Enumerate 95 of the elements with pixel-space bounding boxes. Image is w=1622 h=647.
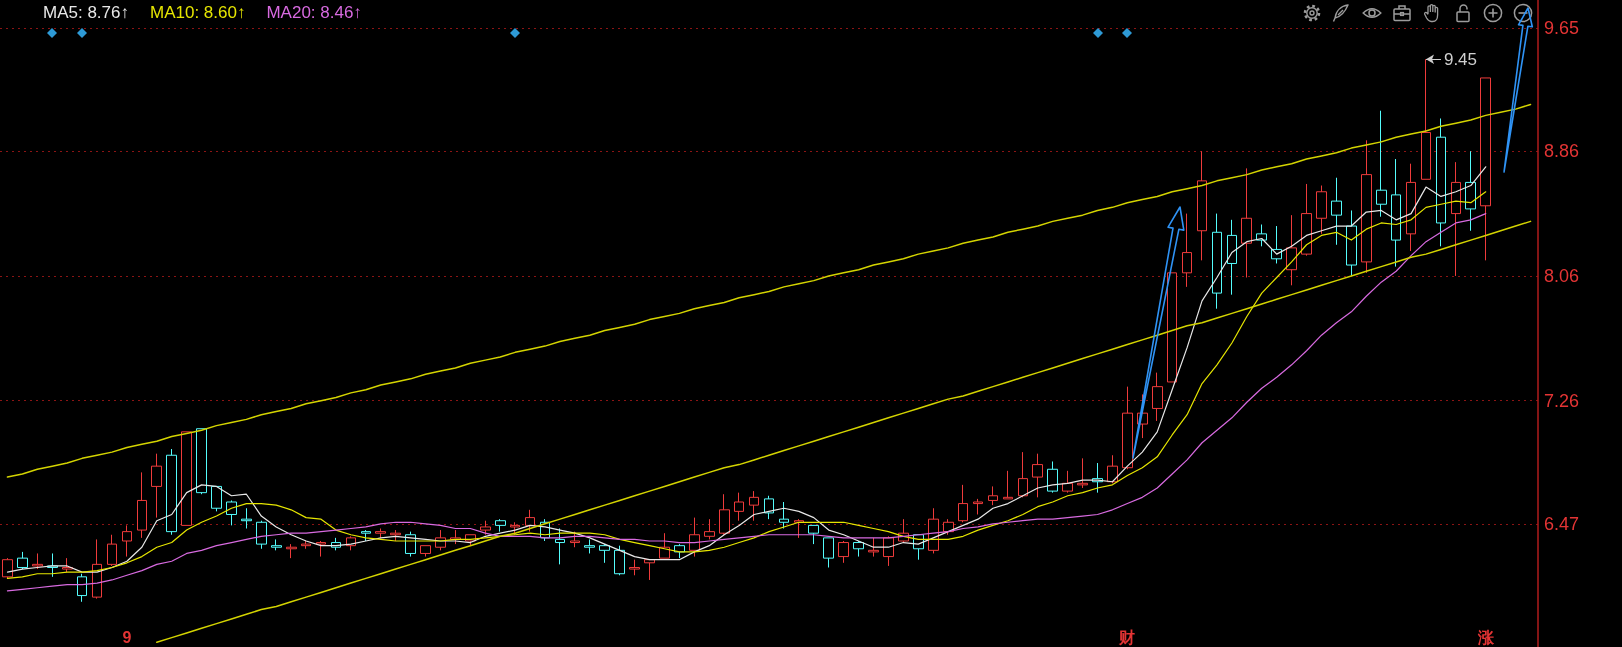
candlestick [629,559,640,576]
candlestick [375,528,386,539]
candlestick [1167,272,1177,383]
candlestick [1376,110,1387,218]
candlestick [1286,214,1297,286]
candlestick [794,518,804,539]
candlestick [958,484,968,523]
y-tick-label: 9.65 [1544,18,1580,39]
candlestick [838,540,849,564]
x-tick-label: 9 [122,628,132,646]
candlestick [316,540,326,558]
candlestick [256,520,267,550]
candlestick [1122,386,1133,470]
candlestick [1346,209,1357,277]
candlestick [1107,454,1118,484]
candlestick [196,428,207,495]
candlestick [689,517,700,558]
candlestick [1451,161,1461,277]
candlestick [749,490,759,522]
candlestick [1032,453,1043,498]
candlestick [823,537,834,568]
candlestick [1047,460,1058,494]
y-tick-label: 8.06 [1544,265,1580,286]
candlestick [450,529,461,545]
candlestick [390,529,401,542]
candlestick [1197,150,1207,261]
candlestick [271,538,282,551]
candlestick [241,507,252,530]
candlestick [1003,470,1013,500]
annotation: 9.45 [1443,49,1478,69]
candlestick [1361,139,1372,274]
candlestick [301,540,311,550]
candlestick [32,552,43,570]
candlestick [420,545,431,558]
candlestick [570,531,580,548]
candlestick [77,573,87,603]
candlestick [614,545,625,576]
candlestick [988,485,998,506]
candlestick [1241,167,1252,279]
y-tick-label: 7.26 [1544,390,1580,411]
candlestick [2,557,13,579]
line-series [6,103,1532,478]
candlestick [181,431,192,526]
candlestick [1480,77,1491,261]
text: MA5: 8.76↑ [43,3,129,22]
candlestick [853,540,864,558]
candlestick [525,509,535,533]
candlestick [1182,213,1192,288]
x-tick-label: 财 [1118,628,1136,646]
candlestick [584,538,595,554]
candlestick [555,528,565,565]
candlestick [1152,372,1163,422]
candlestick [480,520,491,536]
candlestick [1077,457,1088,489]
candlestick [719,493,730,536]
candlestick [868,537,879,558]
candlestick [17,551,28,570]
candlestick [1391,158,1401,268]
candlestick [779,501,789,530]
candlestick [1227,219,1237,296]
candlestick [107,534,117,567]
candlestick [808,524,819,545]
y-tick-label: 6.47 [1544,513,1580,534]
candlestick [495,518,506,533]
candlestick [211,485,222,512]
candlestick [226,499,237,526]
candlestick [137,471,147,539]
candlestick [764,495,774,520]
candlestick [1062,470,1073,494]
candlestick [1301,183,1312,257]
candlestick [1465,150,1476,232]
candlestick [1212,213,1222,310]
candlestick [1331,177,1342,246]
line-series [156,220,1532,644]
candlestick [151,453,162,519]
candlestick [599,543,610,564]
candlestick [883,535,894,567]
candlestick [1436,117,1446,247]
candlestick [644,559,655,581]
candlestick [973,498,983,515]
y-tick-label: 8.86 [1544,141,1580,162]
candlestick [122,524,132,558]
candlestick [704,518,715,540]
candlestick [510,521,520,536]
candlestick [734,492,744,522]
candlestick [1421,58,1431,180]
text: MA10: 8.60↑ [149,3,246,22]
text: MA20: 8.46↑ [266,3,362,22]
candlestick [361,529,371,542]
x-tick-label: 涨 [1476,628,1495,646]
candlestick [286,543,297,559]
candlestick [1316,185,1327,235]
candlestick [1018,451,1028,498]
candlestick [166,448,177,536]
candlestick [1406,163,1416,252]
